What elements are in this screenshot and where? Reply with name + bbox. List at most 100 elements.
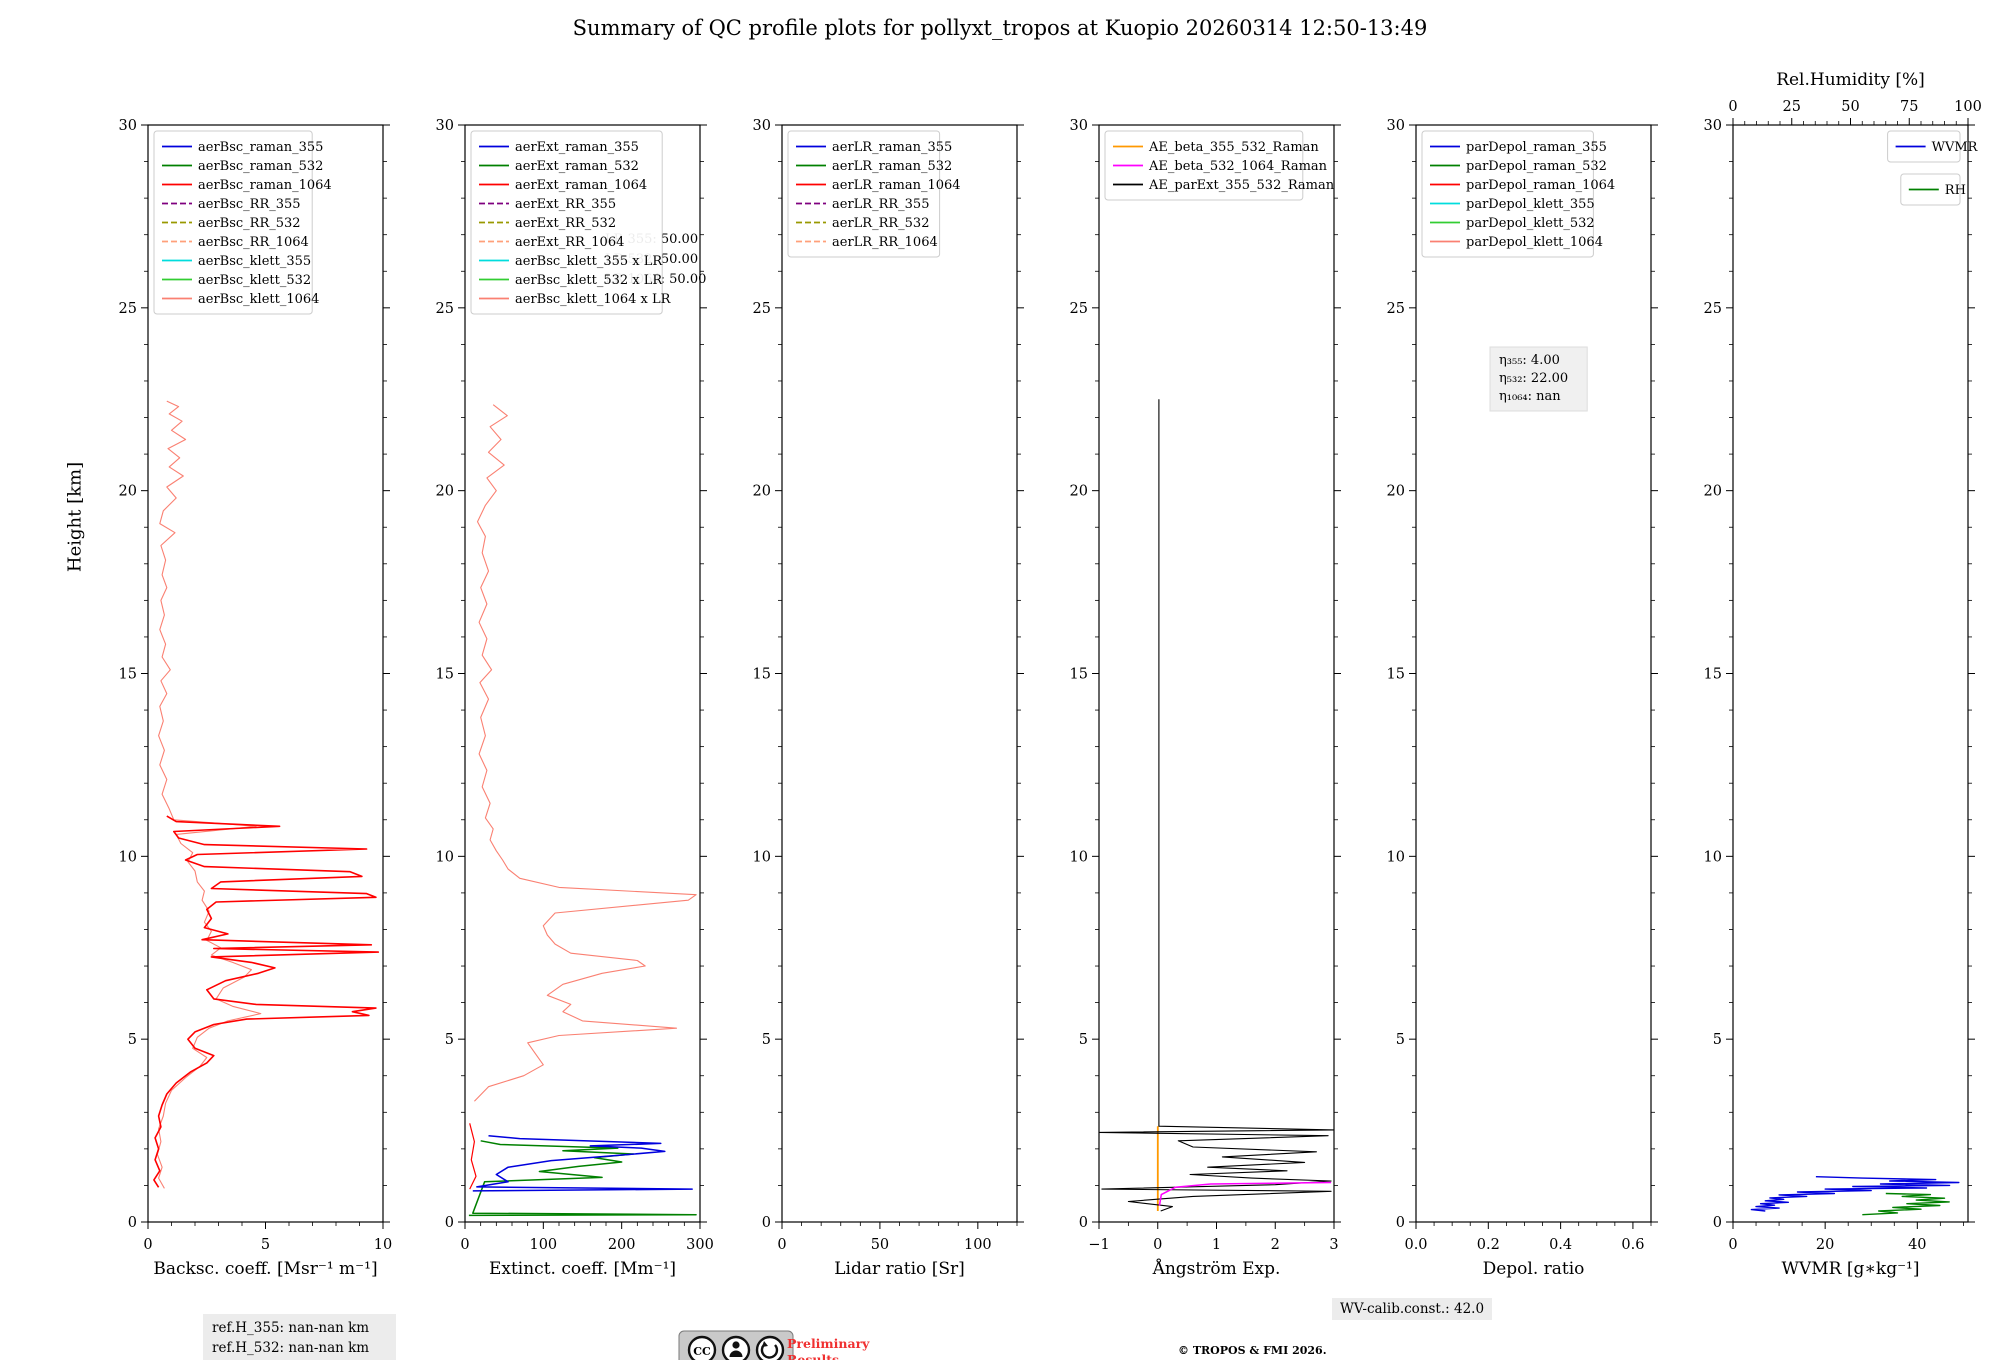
- x-tick-label: 1: [1212, 1237, 1221, 1253]
- series-aerExt_raman_1064: [469, 1123, 477, 1190]
- y-tick-label: 30: [436, 118, 454, 134]
- y-tick-label: 30: [1070, 118, 1088, 134]
- y-tick-label: 0: [762, 1215, 771, 1231]
- legend-label: aerExt_raman_532: [515, 159, 639, 174]
- legend-label: AE_parExt_355_532_Raman: [1148, 178, 1335, 193]
- legend-label: aerExt_RR_355: [515, 197, 616, 212]
- copyright-line-2: CC BY 4.0 License.: [1178, 1359, 1327, 1360]
- legend-label: aerExt_raman_355: [515, 140, 639, 155]
- annotation-box-line: η₃₅₅: 4.00: [1499, 353, 1560, 368]
- preliminary-results-note: Preliminary Results.: [787, 1336, 869, 1360]
- legend-frame: [1421, 130, 1594, 258]
- y-tick-label: 10: [1387, 849, 1405, 865]
- legend-label: parDepol_raman_355: [1466, 140, 1607, 155]
- x-tick-label: 40: [1908, 1237, 1926, 1253]
- y-tick-label: 15: [753, 667, 771, 683]
- y-tick-label: 25: [753, 301, 771, 317]
- series-aerBsc_klett_1064: [156, 400, 262, 1189]
- x-axis-label-wvmr: WVMR [g∗kg⁻¹]: [1781, 1259, 1919, 1279]
- axes-frame: [781, 124, 1018, 1223]
- wv-calibration-note: WV-calib.const.: 42.0: [1332, 1298, 1493, 1320]
- y-tick-label: 20: [119, 484, 137, 500]
- legend-label: aerExt_RR_532: [515, 216, 616, 231]
- y-tick-label: 10: [1070, 849, 1088, 865]
- x-tick-label: 0.4: [1549, 1237, 1572, 1253]
- legend-label: aerLR_RR_355: [832, 197, 929, 212]
- top-tick-label: 75: [1900, 99, 1918, 115]
- x-tick-label: 3: [1329, 1237, 1338, 1253]
- y-tick-label: 10: [1704, 849, 1722, 865]
- legend-frame: [153, 130, 313, 315]
- series-aerExt_raman_355: [472, 1134, 693, 1192]
- y-tick-label: 15: [1387, 667, 1405, 683]
- annotation-box-line: η₁₀₆₄: nan: [1499, 389, 1561, 404]
- x-axis-label-depol: Depol. ratio: [1483, 1259, 1585, 1279]
- legend: AE_beta_355_532_Raman AE_beta_532_1064_Ra…: [1104, 130, 1335, 201]
- cc-icon: [687, 1335, 717, 1360]
- legend-label: aerBsc_klett_1064 x LR: [515, 292, 672, 307]
- legend-frame: [787, 130, 941, 258]
- ref-h-532: ref.H_532: nan-nan km: [212, 1340, 370, 1357]
- top-tick-label: 50: [1841, 99, 1859, 115]
- x-tick-label: 0.6: [1621, 1237, 1644, 1253]
- sa-arrow-arc: [760, 1343, 779, 1359]
- legend-label: aerBsc_RR_355: [198, 197, 301, 212]
- legend-label: parDepol_klett_532: [1466, 216, 1595, 231]
- y-tick-label: 15: [436, 667, 454, 683]
- x-tick-label: 0: [460, 1237, 469, 1253]
- x-tick-label: 0: [1153, 1237, 1162, 1253]
- legend-frame: [470, 130, 663, 315]
- figure-title: Summary of QC profile plots for pollyxt_…: [572, 16, 1428, 40]
- y-tick-label: 30: [753, 118, 771, 134]
- x-tick-label: 300: [686, 1237, 714, 1253]
- legend-label: aerBsc_klett_532 x LR: [515, 273, 663, 288]
- y-tick-label: 0: [1396, 1215, 1405, 1231]
- axes-frame: [1415, 124, 1652, 1223]
- panel-wvmr: 0 5 10 15 20 25 30 0 20 40 WVMR [g∗kg⁻¹] 0 25 50 75 100…: [1704, 70, 1982, 1279]
- x-tick-label: 0: [777, 1237, 786, 1253]
- series-AE_parExt_355_532_Raman: [1099, 399, 1334, 1212]
- x-tick-label: 100: [529, 1237, 557, 1253]
- legend-label: aerBsc_RR_1064: [198, 235, 309, 250]
- legend-label: parDepol_klett_1064: [1466, 235, 1603, 250]
- series-aerBsc_klett_1064_x_LR: [474, 404, 697, 1102]
- y-tick-label: 10: [436, 849, 454, 865]
- legend: aerBsc_raman_355 aerBsc_raman_532 aerBsc_r…: [153, 130, 332, 315]
- y-tick-label: 5: [1079, 1032, 1088, 1048]
- top-tick-label: 0: [1728, 99, 1737, 115]
- x-tick-label: 10: [374, 1237, 392, 1253]
- copyright-note: © TROPOS & FMI 2026. CC BY 4.0 License.: [1178, 1344, 1327, 1360]
- y-tick-label: 0: [1713, 1215, 1722, 1231]
- legend-label: aerBsc_raman_355: [198, 140, 323, 155]
- legend-label: aerBsc_raman_532: [198, 159, 323, 174]
- y-tick-label: 25: [119, 301, 137, 317]
- y-tick-label: 5: [445, 1032, 454, 1048]
- top-tick-label: 25: [1783, 99, 1801, 115]
- reference-height-note: ref.H_355: nan-nan km ref.H_532: nan-nan…: [203, 1314, 396, 1360]
- y-tick-label: 10: [119, 849, 137, 865]
- y-tick-label: 25: [436, 301, 454, 317]
- series-RH: [1862, 1192, 1950, 1216]
- legend-label: AE_beta_355_532_Raman: [1148, 140, 1319, 155]
- legend-label: parDepol_klett_355: [1466, 197, 1595, 212]
- y-tick-label: 10: [753, 849, 771, 865]
- annotation-box-line: η₅₃₂: 22.00: [1499, 371, 1568, 386]
- x-tick-label: −1: [1088, 1237, 1109, 1253]
- x-axis-label-extinction: Extinct. coeff. [Mm⁻¹]: [489, 1259, 676, 1279]
- x-tick-label: 0.0: [1404, 1237, 1427, 1253]
- legend: RH: [1900, 173, 1966, 206]
- series-AE_beta_532_1064_Raman: [1158, 1181, 1332, 1206]
- legend: WVMR: [1887, 130, 1979, 163]
- x-tick-label: 0.2: [1477, 1237, 1500, 1253]
- by-person-head: [732, 1341, 740, 1349]
- legend-label: aerBsc_klett_532: [198, 273, 311, 288]
- legend-label: aerBsc_raman_1064: [198, 178, 332, 193]
- legend-label: WVMR: [1932, 140, 1979, 155]
- y-tick-label: 15: [1070, 667, 1088, 683]
- y-tick-label: 25: [1387, 301, 1405, 317]
- x-tick-label: 0: [1728, 1237, 1737, 1253]
